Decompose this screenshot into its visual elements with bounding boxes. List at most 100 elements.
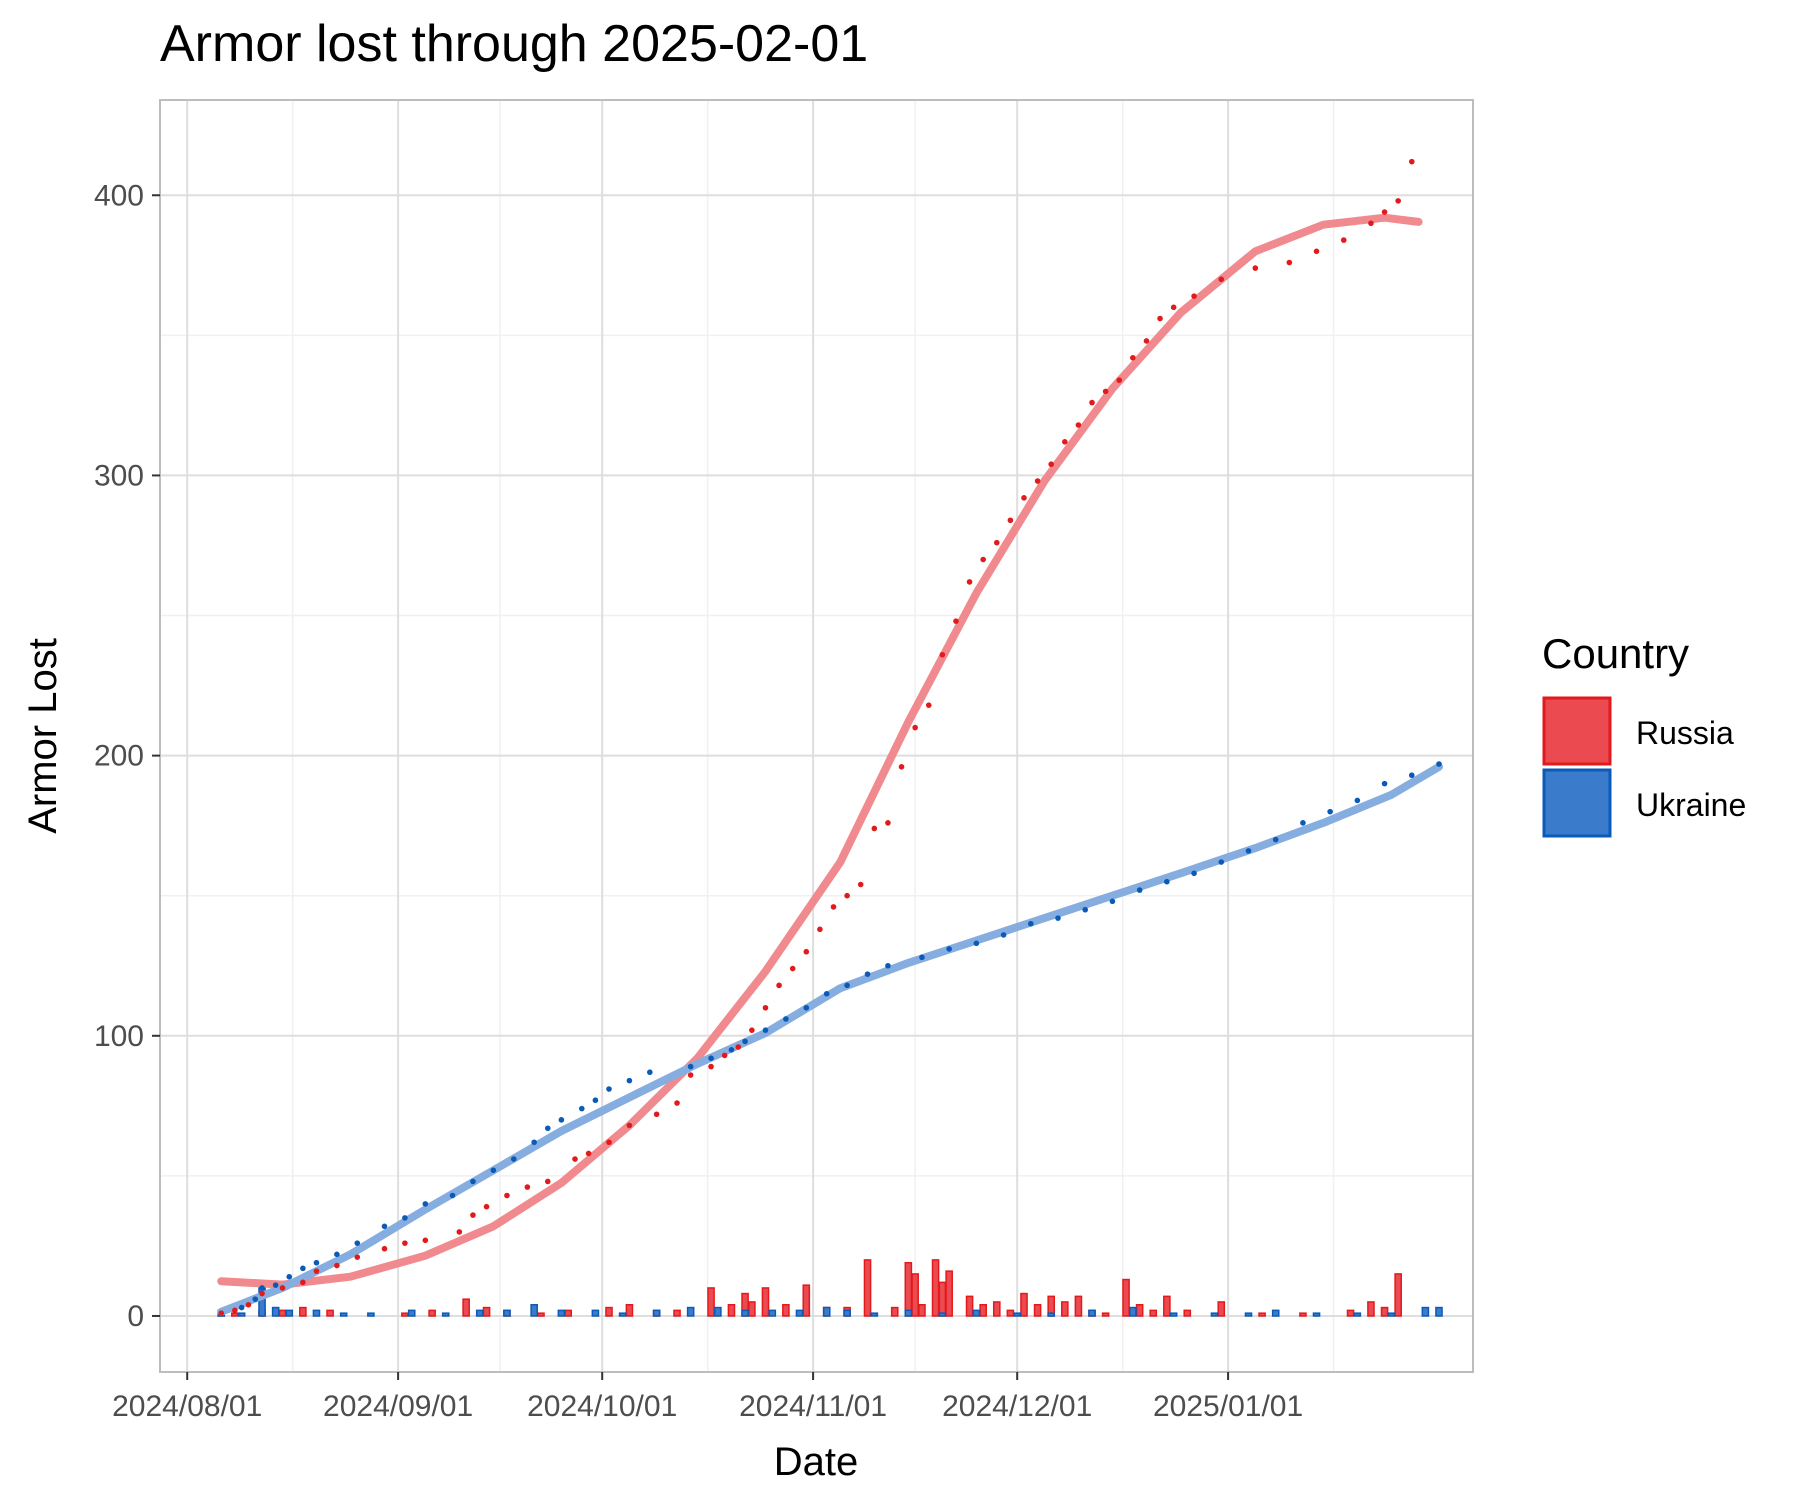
daily-bar-russia xyxy=(782,1304,790,1317)
daily-bar-russia xyxy=(1074,1295,1083,1317)
cumulative-point-ukraine xyxy=(286,1273,293,1280)
panel-border xyxy=(159,99,1474,1373)
daily-bar-russia xyxy=(1163,1295,1171,1317)
daily-bar-russia xyxy=(863,1259,872,1317)
daily-bar-ukraine xyxy=(1387,1312,1396,1317)
cumulative-point-ukraine xyxy=(300,1265,306,1272)
daily-bar-ukraine xyxy=(1421,1306,1430,1317)
cumulative-point-russia xyxy=(1062,439,1068,445)
daily-bar-russia xyxy=(278,1309,287,1317)
legend-key-ukraine xyxy=(1542,768,1612,838)
daily-bar-ukraine xyxy=(1169,1312,1178,1317)
cumulative-point-russia xyxy=(1075,422,1082,428)
cumulative-point-russia xyxy=(939,651,946,658)
cumulative-point-ukraine xyxy=(1300,820,1306,826)
cumulative-point-russia xyxy=(885,820,891,826)
daily-bar-ukraine xyxy=(503,1309,511,1317)
cumulative-point-ukraine xyxy=(946,946,952,952)
daily-bar-russia xyxy=(1122,1278,1130,1317)
cumulative-point-russia xyxy=(279,1285,286,1291)
cumulative-point-ukraine xyxy=(1109,898,1116,905)
daily-bar-ukraine xyxy=(441,1312,450,1317)
daily-bar-ukraine xyxy=(285,1309,294,1317)
cumulative-point-ukraine xyxy=(1218,859,1225,865)
daily-bar-ukraine xyxy=(972,1309,981,1317)
cumulative-points-layer xyxy=(218,158,1442,1316)
daily-bar-russia xyxy=(748,1301,756,1317)
daily-bar-russia xyxy=(938,1281,947,1317)
daily-bar-ukraine xyxy=(367,1312,375,1317)
cumulative-point-russia xyxy=(817,926,823,933)
daily-bar-russia xyxy=(1394,1273,1402,1317)
cumulative-point-ukraine xyxy=(381,1223,388,1230)
cumulative-point-russia xyxy=(259,1290,265,1297)
cumulative-point-russia xyxy=(354,1254,361,1260)
y-tick-label: 300 xyxy=(94,459,144,492)
cumulative-point-russia xyxy=(504,1192,510,1199)
daily-bar-russia xyxy=(1020,1292,1028,1317)
cumulative-point-ukraine xyxy=(783,1016,789,1022)
x-tick-label: 2024/09/01 xyxy=(323,1390,473,1423)
daily-bar-ukraine xyxy=(768,1309,777,1317)
cumulative-point-ukraine xyxy=(1164,878,1170,885)
cumulative-point-ukraine xyxy=(449,1192,456,1199)
x-axis-title: Date xyxy=(774,1440,859,1484)
cumulative-point-ukraine xyxy=(919,954,925,961)
daily-bar-russia xyxy=(1135,1304,1144,1317)
cumulative-point-russia xyxy=(1313,248,1320,255)
cumulative-point-ukraine xyxy=(1245,848,1252,854)
daily-bar-ukraine xyxy=(237,1312,246,1317)
x-tick-label: 2024/12/01 xyxy=(942,1390,1092,1423)
smooth-line-russia xyxy=(217,213,1423,1289)
smooth-line-ukraine xyxy=(217,762,1443,1316)
cumulative-point-russia xyxy=(912,724,918,731)
daily-bar-russia xyxy=(992,1301,1001,1317)
cumulative-point-russia xyxy=(381,1245,388,1252)
daily-bar-ukraine xyxy=(271,1306,280,1317)
daily-bar-ukraine xyxy=(1312,1312,1321,1317)
cumulative-point-ukraine xyxy=(844,982,850,989)
cumulative-point-russia xyxy=(1218,276,1225,283)
cumulative-point-russia xyxy=(300,1279,306,1286)
daily-bar-russia xyxy=(1101,1312,1110,1317)
cumulative-point-ukraine xyxy=(252,1296,259,1302)
x-tick-label: 2024/11/01 xyxy=(739,1390,887,1423)
cumulative-point-ukraine xyxy=(544,1125,551,1132)
cumulative-point-ukraine xyxy=(510,1156,517,1162)
daily-bar-russia xyxy=(1183,1309,1192,1317)
cumulative-point-russia xyxy=(1191,293,1197,299)
cumulative-point-ukraine xyxy=(626,1077,633,1084)
cumulative-point-russia xyxy=(544,1178,551,1185)
cumulative-point-ukraine xyxy=(803,1004,810,1011)
cumulative-point-ukraine xyxy=(728,1046,735,1053)
daily-bar-ukraine xyxy=(1047,1312,1056,1317)
cumulative-point-ukraine xyxy=(762,1027,769,1033)
y-tick-label: 200 xyxy=(94,740,144,773)
cumulative-point-ukraine xyxy=(490,1167,497,1174)
cumulative-point-russia xyxy=(1381,209,1388,215)
cumulative-point-russia xyxy=(1286,259,1293,266)
axis-ticks-layer: 0 100 200 300 400 2024/08/01 2024/09/01 2024/10… xyxy=(94,179,1303,1423)
cumulative-point-ukraine xyxy=(422,1201,429,1207)
x-tick-label: 2025/01/01 xyxy=(1153,1390,1303,1423)
cumulative-point-russia xyxy=(1102,388,1109,395)
daily-bar-ukraine xyxy=(686,1306,695,1317)
daily-bar-russia xyxy=(625,1304,634,1317)
daily-bar-russia xyxy=(1258,1312,1266,1317)
daily-bar-ukraine xyxy=(530,1304,538,1317)
cumulative-point-russia xyxy=(572,1156,578,1162)
daily-bar-ukraine xyxy=(312,1309,321,1317)
daily-bar-ukraine xyxy=(339,1312,348,1317)
cumulative-point-ukraine xyxy=(742,1038,748,1045)
cumulative-point-ukraine xyxy=(402,1215,408,1221)
cumulative-point-russia xyxy=(1408,158,1415,165)
daily-bar-ukraine xyxy=(870,1312,879,1317)
cumulative-point-russia xyxy=(1368,220,1374,227)
legend-label-ukraine: Ukraine xyxy=(1636,787,1746,823)
cumulative-point-russia xyxy=(313,1268,320,1274)
daily-bar-russia xyxy=(1217,1301,1226,1317)
daily-bar-russia xyxy=(564,1309,572,1317)
daily-bar-russia xyxy=(707,1287,715,1317)
daily-bar-russia xyxy=(1346,1309,1355,1317)
cumulative-point-russia xyxy=(857,881,864,888)
